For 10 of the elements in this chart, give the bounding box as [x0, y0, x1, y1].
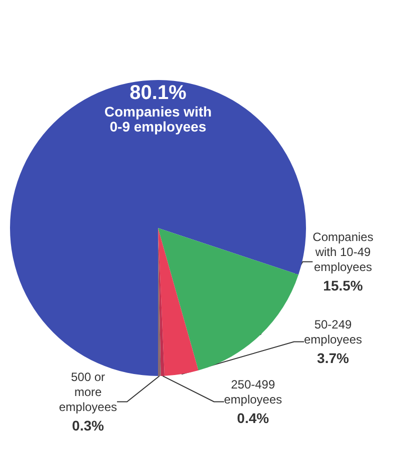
slice-label: 50-249 employees	[304, 318, 362, 346]
slice-label: Companies with 0-9 employees	[104, 104, 212, 134]
data-label: 80.1%	[130, 82, 187, 104]
data-label: 3.7%	[317, 350, 350, 366]
data-label: 0.3%	[72, 418, 104, 434]
data-label: 15.5%	[323, 278, 364, 294]
slice-label: 500 or more employees	[58, 370, 118, 414]
slice-label: Companies with 10-49 employees	[312, 230, 374, 274]
data-label: 0.4%	[237, 410, 270, 426]
slice-label: 250-499 employees	[224, 378, 282, 406]
